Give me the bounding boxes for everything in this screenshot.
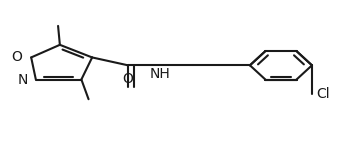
Text: O: O <box>11 50 22 64</box>
Text: N: N <box>18 73 28 86</box>
Text: NH: NH <box>150 67 171 81</box>
Text: Cl: Cl <box>316 87 330 101</box>
Text: O: O <box>122 72 134 86</box>
